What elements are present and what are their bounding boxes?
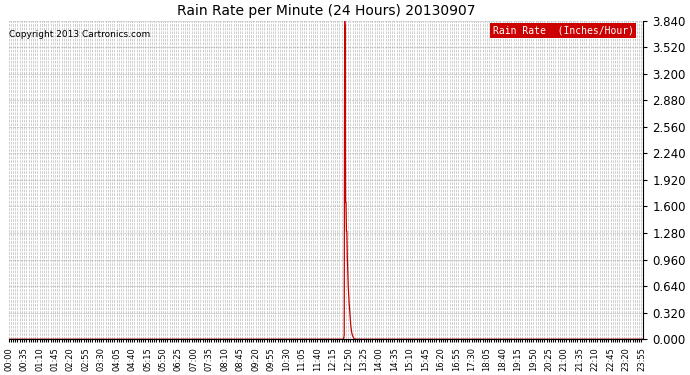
Text: Rain Rate  (Inches/Hour): Rain Rate (Inches/Hour) [493, 26, 633, 36]
Title: Rain Rate per Minute (24 Hours) 20130907: Rain Rate per Minute (24 Hours) 20130907 [177, 4, 475, 18]
Text: Copyright 2013 Cartronics.com: Copyright 2013 Cartronics.com [9, 30, 150, 39]
